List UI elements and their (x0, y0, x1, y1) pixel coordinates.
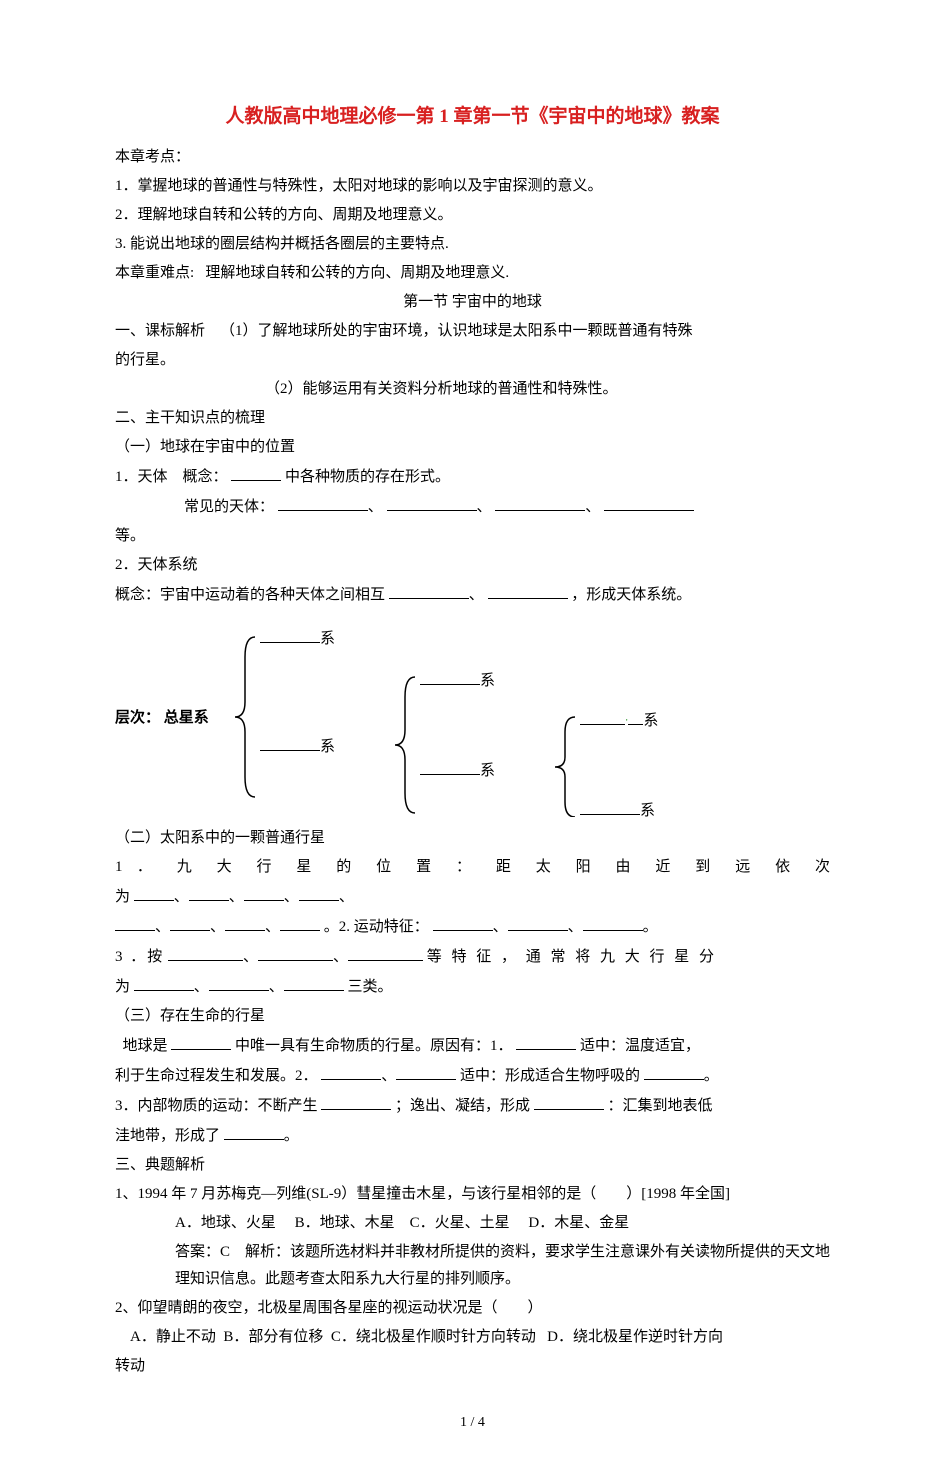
ex2-d: D．绕北极星作逆时针方向 (547, 1329, 723, 1345)
life-row2: 利于生命过程发生和发展。2． 、 适中：形成适合生物呼吸的 。 (115, 1062, 830, 1090)
section1-title: 第一节 宇宙中的地球 (115, 289, 830, 316)
tianxitong: 2．天体系统 (115, 552, 830, 579)
kd2: 2．理解地球自转和公转的方向、周期及地理意义。 (115, 202, 830, 229)
hierarchy-braces (115, 617, 830, 817)
life-row1: 地球是 中唯一具有生命物质的行星。原因有：1． 适中：温度适宜， (115, 1032, 830, 1060)
kd1: 1．掌握地球的普通性与特殊性，太阳对地球的影响以及宇宙探测的意义。 (115, 173, 830, 200)
dianti: 三、典题解析 (115, 1152, 830, 1179)
txt-gainian: 概念：宇宙中运动着的各种天体之间相互 (115, 587, 385, 603)
txt-gainian-row: 概念：宇宙中运动着的各种天体之间相互 、 ，形成天体系统。 (115, 581, 830, 609)
txt-suffix: ，形成天体系统。 (571, 587, 691, 603)
hier-xi-4: 系 (420, 757, 495, 785)
tianti-gainian: 概念： (183, 469, 228, 485)
ex1-c: C．火星、土星 (410, 1215, 510, 1231)
page-footer: 1 / 4 (115, 1410, 830, 1435)
blank-4 (495, 493, 585, 511)
blank-6 (389, 581, 469, 599)
kaodian-label: 本章考点： (115, 144, 830, 171)
blank-1 (231, 463, 281, 481)
ex1-a: A．地球、火星 (175, 1215, 276, 1231)
blank-7 (488, 581, 568, 599)
kd3: 3. 能说出地球的圈层结构并概括各圈层的主要特点. (115, 231, 830, 258)
hier-xi-2: 系 (260, 733, 335, 761)
ex2-e: 转动 (115, 1353, 830, 1380)
ex2-options: A．静止不动 B．部分有位移 C．绕北极星作顺时针方向转动 D．绕北极星作逆时针… (115, 1324, 830, 1351)
zhnd: 本章重难点: 理解地球自转和公转的方向、周期及地理意义. (115, 260, 830, 287)
zhnd-text: 理解地球自转和公转的方向、周期及地理意义. (205, 265, 509, 281)
sec-1-3: （三）存在生命的行星 (115, 1003, 830, 1030)
ex1-ans: 答案：C 解析：该题所选材料并非教材所提供的资料，要求学生注意课外有关读物所提供… (115, 1239, 830, 1293)
kbjx-row1: 一、课标解析 （1）了解地球所处的宇宙环境，认识地球是太阳系中一颗既普通有特殊 (115, 318, 830, 345)
q2-row: 、、、 。2. 运动特征： 、、。 (115, 913, 830, 941)
ex2-a: A．静止不动 (130, 1329, 216, 1345)
changjian-row: 常见的天体： 、 、 、 (115, 493, 830, 521)
kbjx-1b: 的行星。 (115, 347, 830, 374)
kbjx-label: 一、课标解析 (115, 323, 205, 339)
blank-3 (387, 493, 477, 511)
deng: 等。 (115, 523, 830, 550)
changjian-label: 常见的天体： (184, 499, 274, 515)
cengci-label: 层次： 总星系 (115, 705, 209, 732)
ex1-d: D．木星、金星 (528, 1215, 629, 1231)
doc-title: 人教版高中地理必修一第 1 章第一节《宇宙中的地球》教案 (115, 100, 830, 134)
kbjx-1: （1）了解地球所处的宇宙环境，认识地球是太阳系中一颗既普通有特殊 (220, 323, 693, 339)
ex2-b: B．部分有位移 (223, 1329, 323, 1345)
hier-xi-5: ·系 (580, 707, 658, 735)
hier-xi-1: 系 (260, 625, 335, 653)
life-row3: 3．内部物质的运动：不断产生 ；逸出、凝结，形成 ：汇集到地表低 (115, 1092, 830, 1120)
hierarchy-diagram: 层次： 总星系 系 系 系 系 ·系 系 (115, 617, 830, 817)
q3-row2: 为 、、 三类。 (115, 973, 830, 1001)
q1-blanks: 为 、、、、 (115, 883, 830, 911)
ex2-c: C．绕北极星作顺时针方向转动 (331, 1329, 536, 1345)
kbjx-2: （2）能够运用有关资料分析地球的普通性和特殊性。 (265, 381, 618, 397)
blank-5 (604, 493, 694, 511)
tianti-label: 1．天体 (115, 469, 168, 485)
zgzsd: 二、主干知识点的梳理 (115, 405, 830, 432)
sec-1-1: （一）地球在宇宙中的位置 (115, 434, 830, 461)
hier-xi-3: 系 (420, 667, 495, 695)
zhnd-label: 本章重难点: (115, 265, 194, 281)
sec-1-2: （二）太阳系中的一颗普通行星 (115, 825, 830, 852)
blank-2 (278, 493, 368, 511)
ex1-options: A．地球、火星 B．地球、木星 C．火星、土星 D．木星、金星 (115, 1210, 830, 1237)
kbjx-2-row: （2）能够运用有关资料分析地球的普通性和特殊性。 (115, 376, 830, 403)
tianti-suffix: 中各种物质的存在形式。 (285, 469, 450, 485)
q1-row: 1 ． 九 大 行 星 的 位 置 ： 距 太 阳 由 近 到 远 依 次 (115, 854, 830, 881)
ex1-b: B．地球、木星 (295, 1215, 395, 1231)
ex1: 1、1994 年 7 月苏梅克—列维(SL-9）彗星撞击木星，与该行星相邻的是（… (115, 1181, 830, 1208)
life-row4: 洼地带，形成了 。 (115, 1122, 830, 1150)
hier-xi-6: 系 (580, 797, 655, 825)
tianti-row: 1．天体 概念： 中各种物质的存在形式。 (115, 463, 830, 491)
q3-row: 3 ．按 、、 等 特 征 ， 通 常 将 九 大 行 星 分 (115, 943, 830, 971)
ex2: 2、仰望晴朗的夜空，北极星周围各星座的视运动状况是（ ） (115, 1295, 830, 1322)
